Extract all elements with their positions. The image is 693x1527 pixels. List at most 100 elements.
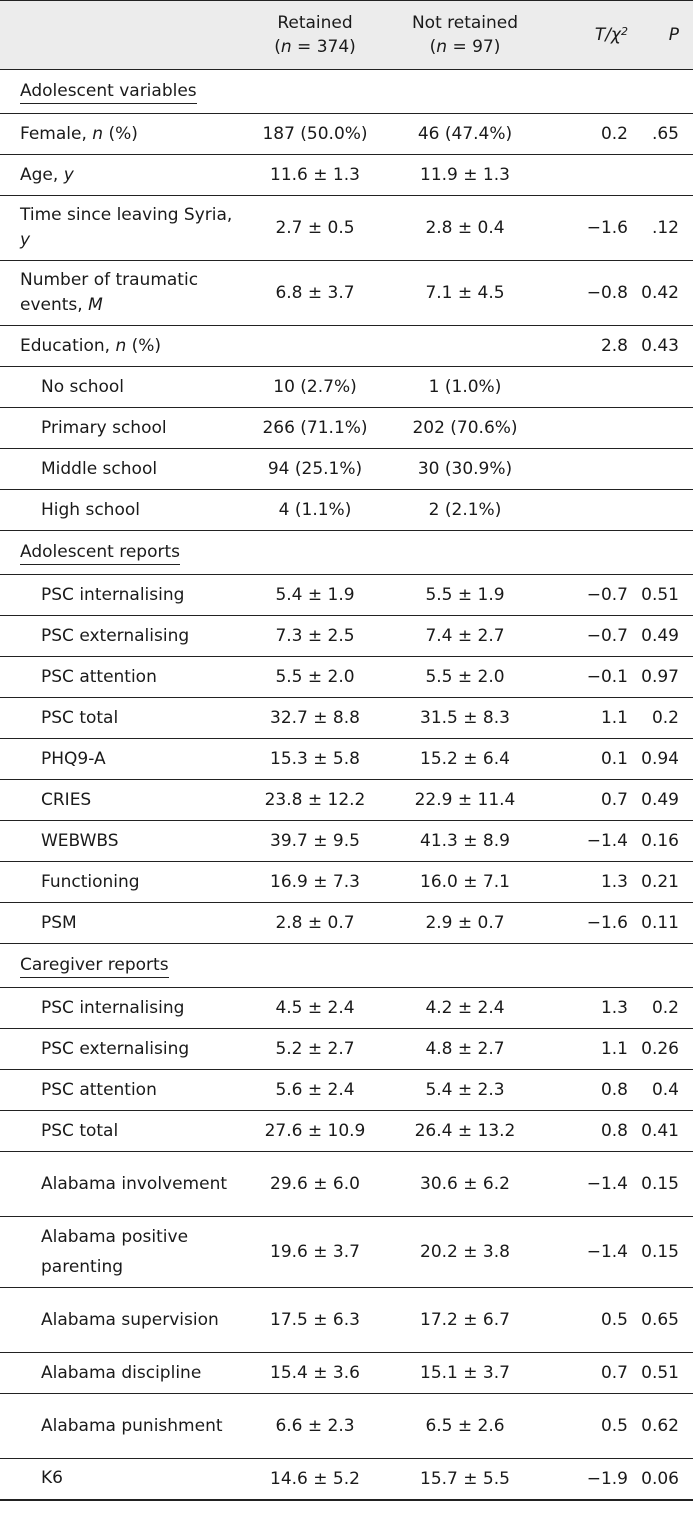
- row-label: Education, n (%): [20, 335, 162, 356]
- table-row: PSC internalising 4.5 ± 2.4 4.2 ± 2.4 1.3 0.…: [0, 988, 693, 1029]
- table-row: CRIES 23.8 ± 12.2 22.9 ± 11.4 0.7 0.49: [0, 780, 693, 821]
- row-label: Number of traumatic events, M: [20, 270, 199, 315]
- p-value: 0.15: [641, 1242, 679, 1262]
- p-value: 0.49: [641, 626, 679, 646]
- not-retained-value: 4.8 ± 2.7: [425, 1039, 505, 1059]
- p-value: [628, 449, 693, 490]
- p-value: 0.4: [651, 1080, 679, 1100]
- not-retained-value: 30.6 ± 6.2: [420, 1174, 510, 1194]
- not-retained-value: 15.7 ± 5.5: [420, 1468, 510, 1489]
- retained-value: 23.8 ± 12.2: [264, 790, 366, 810]
- retained-value: 2.8 ± 0.7: [275, 913, 355, 933]
- row-label: PSC internalising: [41, 997, 185, 1018]
- stat-value: 0.8: [600, 1121, 628, 1141]
- retained-value: 19.6 ± 3.7: [270, 1242, 360, 1262]
- table-row: PHQ9-A 15.3 ± 5.8 15.2 ± 6.4 0.1 0.94: [0, 739, 693, 780]
- stat-value: −1.4: [586, 1174, 628, 1194]
- not-retained-value: 7.4 ± 2.7: [425, 626, 505, 646]
- table-row: No school 10 (2.7%) 1 (1.0%): [0, 367, 693, 408]
- stat-value: [545, 408, 628, 449]
- table-row: PSC externalising 5.2 ± 2.7 4.8 ± 2.7 1.1 0.…: [0, 1029, 693, 1070]
- retained-value: 6.6 ± 2.3: [275, 1416, 355, 1436]
- retained-value: 17.5 ± 6.3: [270, 1310, 360, 1330]
- retained-value: 32.7 ± 8.8: [270, 708, 360, 728]
- row-label: Primary school: [41, 417, 167, 438]
- not-retained-value: 16.0 ± 7.1: [420, 872, 510, 892]
- p-value: .65: [651, 124, 679, 144]
- not-retained-value: 22.9 ± 11.4: [414, 790, 516, 810]
- row-label: Alabama discipline: [41, 1362, 202, 1383]
- stat-value: [545, 155, 628, 196]
- p-value: 0.21: [641, 872, 679, 892]
- table-row: High school 4 (1.1%) 2 (2.1%): [0, 490, 693, 531]
- table-row: Alabama positive parenting 19.6 ± 3.7 20.2…: [0, 1217, 693, 1288]
- p-value: [628, 408, 693, 449]
- table-row: PSC total 27.6 ± 10.9 26.4 ± 13.2 0.8 0.41: [0, 1111, 693, 1152]
- row-label: PSC externalising: [41, 625, 190, 646]
- p-value: [628, 490, 693, 531]
- table-row: Education, n (%) 2.8 0.43: [0, 326, 693, 367]
- stat-value: 0.5: [600, 1310, 628, 1330]
- row-label: WEBWBS: [41, 830, 119, 851]
- retained-value: 7.3 ± 2.5: [275, 626, 355, 646]
- row-label: PSC total: [41, 707, 119, 728]
- retained-value: 187 (50.0%): [262, 124, 368, 144]
- row-label: PHQ9-A: [41, 748, 106, 769]
- retained-value: 4.5 ± 2.4: [275, 998, 355, 1018]
- retained-value: 5.6 ± 2.4: [275, 1080, 355, 1100]
- section-title: Adolescent variables: [20, 80, 197, 104]
- retained-value: 15.4 ± 3.6: [270, 1363, 360, 1383]
- p-value: 0.49: [641, 790, 679, 810]
- retained-value: 10 (2.7%): [273, 377, 357, 397]
- section-header-row: Adolescent variables: [0, 70, 693, 114]
- retained-value: 94 (25.1%): [267, 459, 363, 479]
- stat-value: 1.1: [600, 1039, 628, 1059]
- stat-value: 0.1: [600, 749, 628, 769]
- stat-value: [545, 490, 628, 531]
- row-label: Alabama supervision: [41, 1309, 219, 1330]
- table-row: PSC externalising 7.3 ± 2.5 7.4 ± 2.7 −0.7 0…: [0, 616, 693, 657]
- retained-value: 5.4 ± 1.9: [275, 585, 355, 605]
- header-not-retained-label: Not retained: [411, 13, 519, 33]
- header-p-label: P: [668, 25, 679, 45]
- stat-value: 0.8: [600, 1080, 628, 1100]
- p-value: 0.65: [641, 1310, 679, 1330]
- section-header-row: Caregiver reports: [0, 944, 693, 988]
- p-value: 0.97: [641, 667, 679, 687]
- not-retained-value: 31.5 ± 8.3: [420, 708, 510, 728]
- row-label: No school: [41, 376, 125, 397]
- header-retained-label: Retained: [277, 13, 353, 33]
- table-row: PSM 2.8 ± 0.7 2.9 ± 0.7 −1.6 0.11: [0, 903, 693, 944]
- table-row: Middle school 94 (25.1%) 30 (30.9%): [0, 449, 693, 490]
- row-label: Middle school: [41, 458, 158, 479]
- row-label: K6: [41, 1468, 63, 1489]
- stat-value: −1.9: [586, 1468, 628, 1489]
- header-stat: T/χ2: [545, 0, 628, 70]
- header-not-retained: Not retained (n = 97): [385, 0, 545, 70]
- stat-value: 0.7: [600, 1363, 628, 1383]
- row-label: PSC attention: [41, 1079, 157, 1100]
- header-not-retained-n: (n = 97): [429, 37, 501, 57]
- retained-value: 6.8 ± 3.7: [275, 283, 355, 303]
- table-row: Functioning 16.9 ± 7.3 16.0 ± 7.1 1.3 0.21: [0, 862, 693, 903]
- not-retained-value: 11.9 ± 1.3: [420, 165, 510, 185]
- table-row: Alabama discipline 15.4 ± 3.6 15.1 ± 3.7 0.…: [0, 1353, 693, 1394]
- row-label: Alabama punishment: [41, 1415, 223, 1436]
- not-retained-value: 15.2 ± 6.4: [420, 749, 510, 769]
- table-row: PSC internalising 5.4 ± 1.9 5.5 ± 1.9 −0.7 0…: [0, 575, 693, 616]
- header-stat-superscript: 2: [621, 25, 628, 38]
- stat-value: 0.5: [600, 1416, 628, 1436]
- stat-value: 1.3: [600, 998, 628, 1018]
- p-value: [628, 155, 693, 196]
- table-row: Age, y 11.6 ± 1.3 11.9 ± 1.3: [0, 155, 693, 196]
- p-value: 0.51: [641, 585, 679, 605]
- not-retained-value: 2.8 ± 0.4: [425, 218, 505, 238]
- not-retained-value: 2 (2.1%): [428, 500, 502, 520]
- stat-value: 0.2: [600, 124, 628, 144]
- p-value: 0.11: [641, 913, 679, 933]
- retained-value: 11.6 ± 1.3: [270, 165, 360, 185]
- not-retained-value: 1 (1.0%): [428, 377, 502, 397]
- table-row: PSC attention 5.6 ± 2.4 5.4 ± 2.3 0.8 0.4: [0, 1070, 693, 1111]
- row-label: Time since leaving Syria, y: [20, 205, 233, 250]
- retained-value: 27.6 ± 10.9: [264, 1121, 366, 1141]
